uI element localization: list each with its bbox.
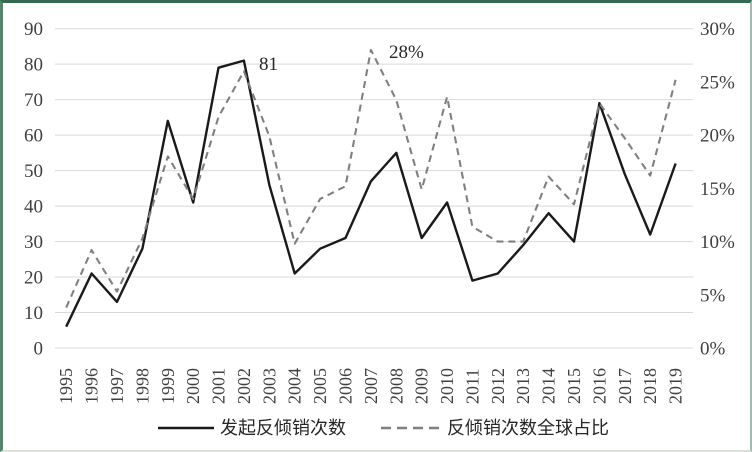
left-tick-label: 60 (24, 126, 43, 147)
right-tick-label: 10% (700, 232, 735, 253)
right-tick-label: 15% (700, 179, 735, 200)
left-tick-label: 90 (24, 19, 43, 40)
right-tick-label: 20% (700, 126, 735, 147)
x-tick-label: 2017 (615, 368, 635, 404)
x-tick-label: 2002 (234, 368, 254, 404)
left-tick-label: 20 (24, 268, 43, 289)
x-tick-label: 2000 (183, 368, 203, 404)
left-tick-label: 30 (24, 232, 43, 253)
x-tick-label: 2005 (310, 368, 330, 404)
x-tick-label: 2009 (412, 368, 432, 404)
annotation-peak-81: 81 (259, 54, 278, 75)
x-tick-label: 1998 (132, 368, 152, 404)
x-tick-label: 2001 (209, 368, 229, 404)
left-tick-label: 10 (24, 303, 43, 324)
x-tick-label: 2008 (386, 368, 406, 404)
left-tick-label: 0 (34, 339, 44, 360)
series-line-global-share (65, 48, 677, 309)
x-tick-label: 2011 (462, 369, 482, 404)
x-tick-label: 1999 (158, 368, 178, 404)
x-axis-ticks: 1995 1996 1997 1998 1999 2000 2001 2002 2003 2004… (56, 368, 685, 404)
annotation-peak-28pct: 28% (389, 42, 424, 63)
x-tick-label: 1997 (107, 368, 127, 404)
series-line-initiations (65, 59, 677, 328)
right-tick-label: 30% (700, 19, 735, 40)
left-tick-label: 80 (24, 55, 43, 76)
gridlines (55, 28, 693, 349)
right-tick-label: 0% (700, 339, 726, 360)
x-tick-label: 2012 (488, 368, 508, 404)
x-tick-label: 2019 (666, 368, 686, 404)
x-tick-label: 2018 (640, 368, 660, 404)
x-tick-label: 2003 (259, 368, 279, 404)
legend: 发起反倾销次数 反倾销次数全球占比 (158, 418, 609, 438)
x-tick-label: 2010 (437, 368, 457, 404)
left-tick-label: 70 (24, 90, 43, 111)
right-axis-ticks: 0% 5% 10% 15% 20% 25% 30% (700, 19, 735, 359)
x-tick-label: 2004 (285, 368, 305, 404)
left-tick-label: 50 (24, 161, 43, 182)
x-tick-label: 2014 (539, 368, 559, 404)
right-tick-label: 25% (700, 72, 735, 93)
series-lines (65, 48, 677, 328)
left-axis-ticks: 0 10 20 30 40 50 60 70 80 90 (24, 19, 43, 359)
x-tick-label: 2015 (564, 368, 584, 404)
x-tick-label: 2007 (361, 368, 381, 404)
x-tick-label: 2006 (335, 368, 355, 404)
left-tick-label: 40 (24, 197, 43, 218)
x-tick-label: 1996 (82, 368, 102, 404)
x-tick-label: 1995 (56, 368, 76, 404)
legend-label-global-share: 反倾销次数全球占比 (447, 418, 609, 438)
x-tick-label: 2013 (513, 368, 533, 404)
x-tick-label: 2016 (589, 368, 609, 404)
legend-label-initiations: 发起反倾销次数 (220, 418, 346, 438)
right-tick-label: 5% (700, 285, 726, 306)
